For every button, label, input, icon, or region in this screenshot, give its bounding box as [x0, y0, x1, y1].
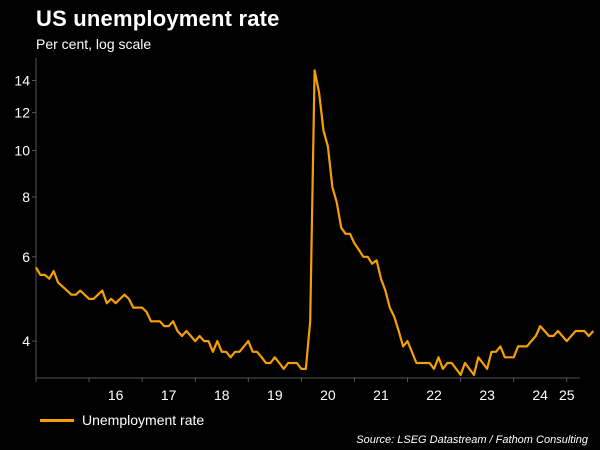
x-tick-label: 19	[267, 387, 283, 403]
y-axis: 4 6 8 10 12 14	[14, 73, 36, 349]
y-tick-label: 8	[22, 189, 30, 205]
x-axis: 16 17 18 19 20 21 22 23 24 25	[35, 378, 575, 403]
x-tick-label: 23	[479, 387, 495, 403]
unemployment-rate-line	[35, 69, 595, 376]
chart-subtitle: Per cent, log scale	[36, 36, 152, 52]
x-tick-label: 16	[108, 387, 124, 403]
y-tick-label: 12	[14, 105, 30, 121]
y-tick-label: 10	[14, 143, 30, 159]
x-tick-label: 22	[426, 387, 442, 403]
y-tick-label: 6	[22, 249, 30, 265]
x-tick-label: 20	[320, 387, 336, 403]
y-tick-label: 14	[14, 73, 30, 89]
chart-title: US unemployment rate	[36, 6, 280, 31]
legend: Unemployment rate	[40, 412, 204, 428]
x-tick-label: 21	[373, 387, 389, 403]
x-tick-label: 18	[214, 387, 230, 403]
legend-label: Unemployment rate	[82, 412, 205, 428]
legend-swatch	[40, 418, 74, 422]
x-tick-label: 24	[532, 387, 548, 403]
y-tick-label: 4	[22, 333, 30, 349]
x-tick-label: 25	[559, 387, 575, 403]
x-tick-label: 17	[161, 387, 177, 403]
source-note: Source: LSEG Datastream / Fathom Consult…	[356, 434, 588, 446]
